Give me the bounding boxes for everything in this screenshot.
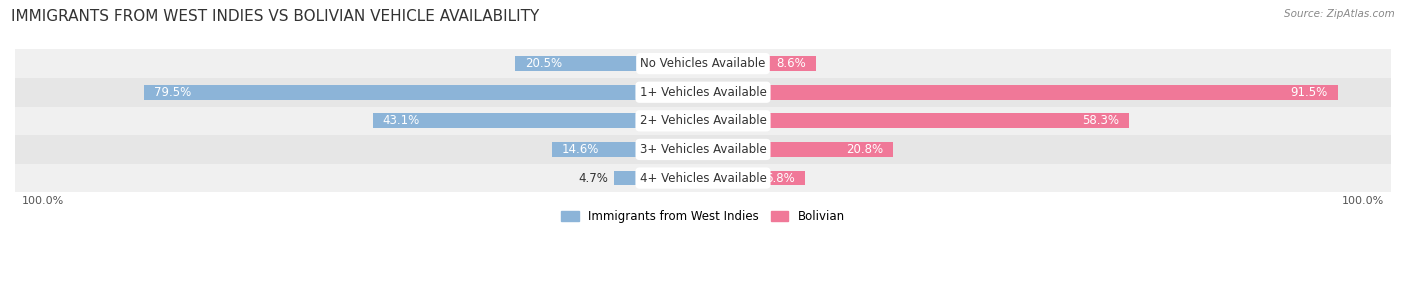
- Bar: [15, 107, 1391, 135]
- Text: 91.5%: 91.5%: [1291, 86, 1327, 99]
- Bar: [553, 142, 644, 157]
- Bar: [762, 56, 815, 71]
- Bar: [15, 135, 1391, 164]
- Bar: [515, 56, 644, 71]
- Bar: [762, 114, 1129, 128]
- Bar: [15, 49, 1391, 78]
- Text: 43.1%: 43.1%: [382, 114, 420, 127]
- Text: 58.3%: 58.3%: [1081, 114, 1119, 127]
- Bar: [143, 85, 644, 100]
- Bar: [762, 142, 893, 157]
- Text: 14.6%: 14.6%: [562, 143, 599, 156]
- Text: 3+ Vehicles Available: 3+ Vehicles Available: [640, 143, 766, 156]
- Text: 100.0%: 100.0%: [21, 196, 63, 206]
- Text: 8.6%: 8.6%: [776, 57, 806, 70]
- Bar: [373, 114, 644, 128]
- Text: 2+ Vehicles Available: 2+ Vehicles Available: [640, 114, 766, 127]
- Text: 79.5%: 79.5%: [153, 86, 191, 99]
- Text: 100.0%: 100.0%: [1343, 196, 1385, 206]
- Bar: [15, 164, 1391, 192]
- Text: 4+ Vehicles Available: 4+ Vehicles Available: [640, 172, 766, 184]
- Text: 6.8%: 6.8%: [765, 172, 794, 184]
- Legend: Immigrants from West Indies, Bolivian: Immigrants from West Indies, Bolivian: [557, 206, 849, 227]
- Text: 4.7%: 4.7%: [578, 172, 607, 184]
- Bar: [762, 85, 1337, 100]
- Text: 1+ Vehicles Available: 1+ Vehicles Available: [640, 86, 766, 99]
- Text: No Vehicles Available: No Vehicles Available: [640, 57, 766, 70]
- Bar: [762, 171, 804, 186]
- Bar: [15, 78, 1391, 107]
- Text: 20.8%: 20.8%: [846, 143, 883, 156]
- Text: 20.5%: 20.5%: [524, 57, 562, 70]
- Text: IMMIGRANTS FROM WEST INDIES VS BOLIVIAN VEHICLE AVAILABILITY: IMMIGRANTS FROM WEST INDIES VS BOLIVIAN …: [11, 9, 540, 23]
- Text: Source: ZipAtlas.com: Source: ZipAtlas.com: [1284, 9, 1395, 19]
- Bar: [614, 171, 644, 186]
